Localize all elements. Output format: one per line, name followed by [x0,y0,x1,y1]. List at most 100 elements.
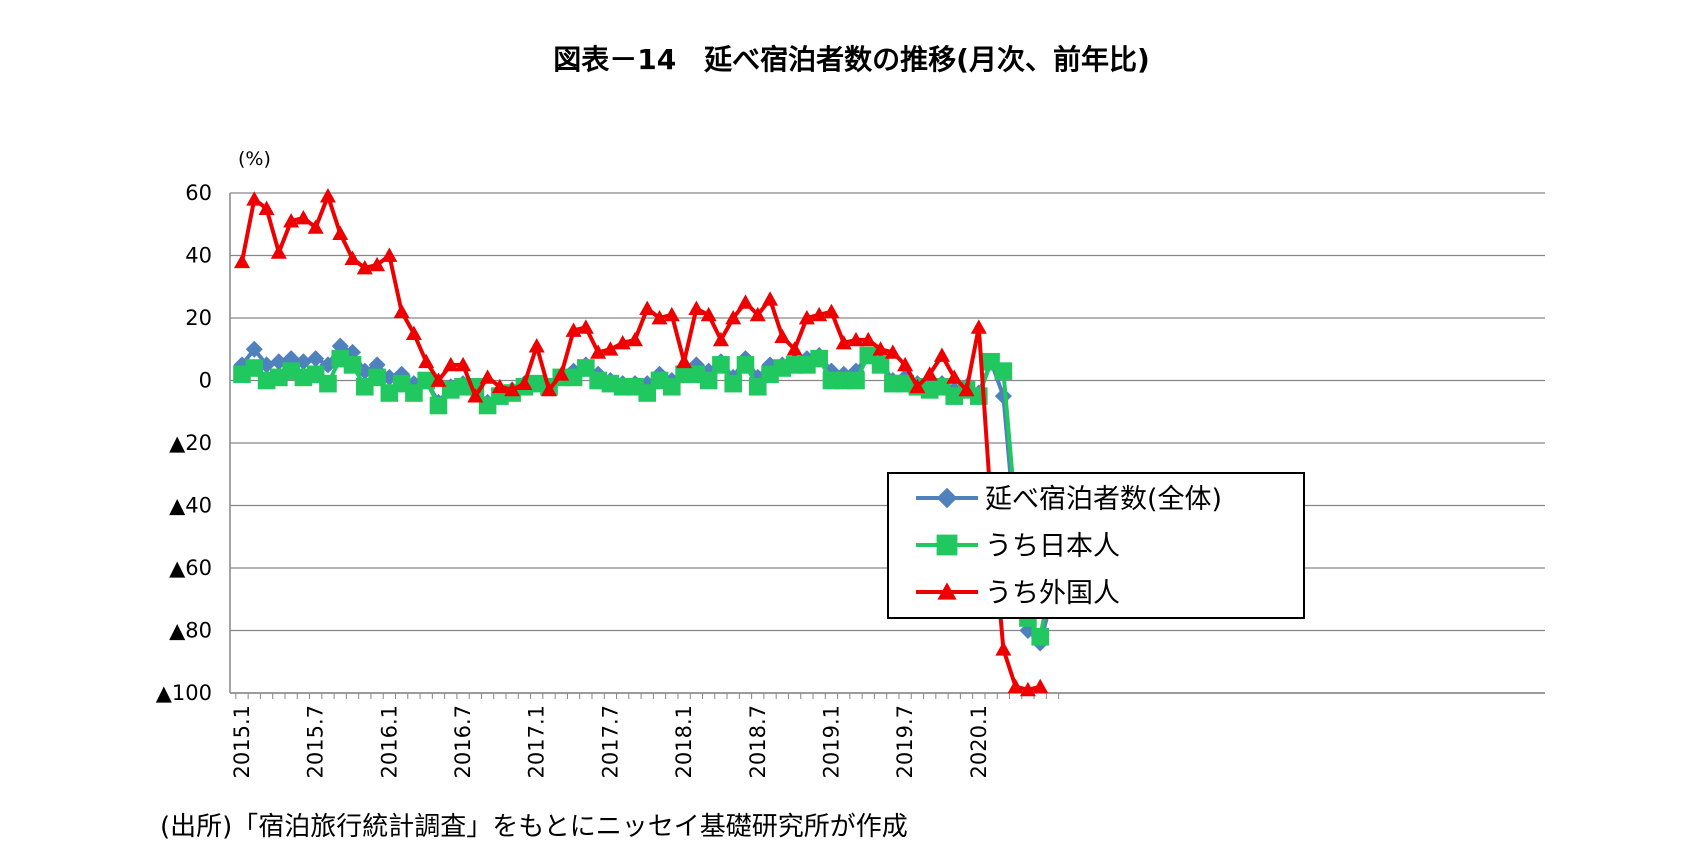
data-point [234,253,250,269]
data-point [479,369,496,384]
data-point [626,331,643,347]
data-point [491,378,508,394]
legend-item-0: 延べ宿泊者数(全体) [916,484,1222,515]
data-point [921,366,938,381]
data-point [884,344,901,359]
data-point [712,356,730,374]
data-point [688,300,705,316]
legend-label: 延べ宿泊者数(全体) [985,484,1222,515]
data-point [762,291,779,306]
data-point [429,396,448,415]
data-point [319,374,337,393]
data-point [639,300,656,316]
data-point [283,213,300,228]
data-point [393,303,410,319]
legend-item-1: うち日本人 [916,531,1120,562]
data-point [871,356,890,374]
data-point [565,322,582,337]
data-point [516,375,533,391]
data-point [749,306,766,322]
data-point [344,250,361,266]
data-point [467,388,484,403]
data-point [418,353,435,369]
data-point [319,188,336,203]
x-tick-label: 2020.1 [967,705,991,778]
data-point [725,310,742,325]
x-tick-label: 2015.7 [304,705,328,778]
data-point [933,347,950,362]
data-point [541,381,557,397]
data-point [245,340,263,358]
data-point [614,335,631,350]
data-point [307,219,324,234]
y-tick-label: 60 [185,181,212,205]
y-tick-label: 0 [199,369,212,393]
data-point [1007,678,1024,694]
data-point [430,372,447,387]
data-point [700,306,717,322]
data-point [577,319,594,334]
data-point [786,341,803,356]
data-point [270,244,287,259]
data-point [332,225,349,241]
data-point [724,374,742,393]
legend-label: うち外国人 [985,578,1120,609]
y-unit-label: (%) [238,148,271,170]
data-point [246,191,263,206]
data-point [528,338,545,353]
data-point [602,341,619,356]
data-point [258,200,275,216]
data-point [417,371,435,390]
legend-marker [936,534,958,556]
x-tick-label: 2015.1 [230,705,254,778]
data-point [994,362,1013,380]
data-point [699,371,718,390]
legend-marker [936,487,958,509]
series-1 [233,346,1062,646]
data-point [897,356,914,372]
data-point [798,310,815,325]
data-point [774,328,791,344]
data-point [823,303,840,319]
data-point [1032,678,1049,694]
series-group [233,188,1062,697]
series-2 [234,188,1049,697]
x-tick-labels: 2015.1 2015.7 2016.1 2016.7 2017.1 2017.7 2018… [230,705,991,778]
data-point [909,378,926,394]
data-point [590,344,607,359]
x-tick-label: 2017.1 [525,705,549,778]
data-point [455,356,472,372]
y-tick-label: ▲100 [156,681,212,705]
data-point [835,335,852,350]
chart-title: 図表－14 延べ宿泊者数の推移(月次、前年比) [553,43,1150,76]
data-point [442,356,459,372]
data-point [676,353,693,369]
axes [229,193,1545,699]
data-point [651,310,668,325]
data-point [848,331,864,347]
y-tick-label: ▲80 [169,619,212,643]
data-point [810,349,828,368]
legend-item-2: うち外国人 [916,578,1120,609]
data-point [381,247,398,262]
x-tick-label: 2019.1 [819,705,843,778]
x-tick-label: 2018.7 [746,705,770,778]
data-point [1031,627,1049,646]
data-point [295,210,312,225]
data-point [663,306,680,322]
legend-marker [937,582,957,600]
data-point [712,331,729,347]
data-point [307,350,325,368]
data-point [737,294,754,309]
data-point [946,369,963,384]
y-tick-label: 20 [185,306,212,330]
y-tick-labels: 60 40 20 0 ▲20 ▲40 ▲60 ▲80 ▲100 [156,181,212,705]
data-point [970,319,987,334]
data-point [847,371,865,390]
data-point [504,381,521,397]
source-note: (出所)「宿泊旅行統計調査」をもとにニッセイ基礎研究所が作成 [160,812,908,842]
legend-label: うち日本人 [985,531,1120,562]
x-tick-label: 2017.7 [598,705,622,778]
